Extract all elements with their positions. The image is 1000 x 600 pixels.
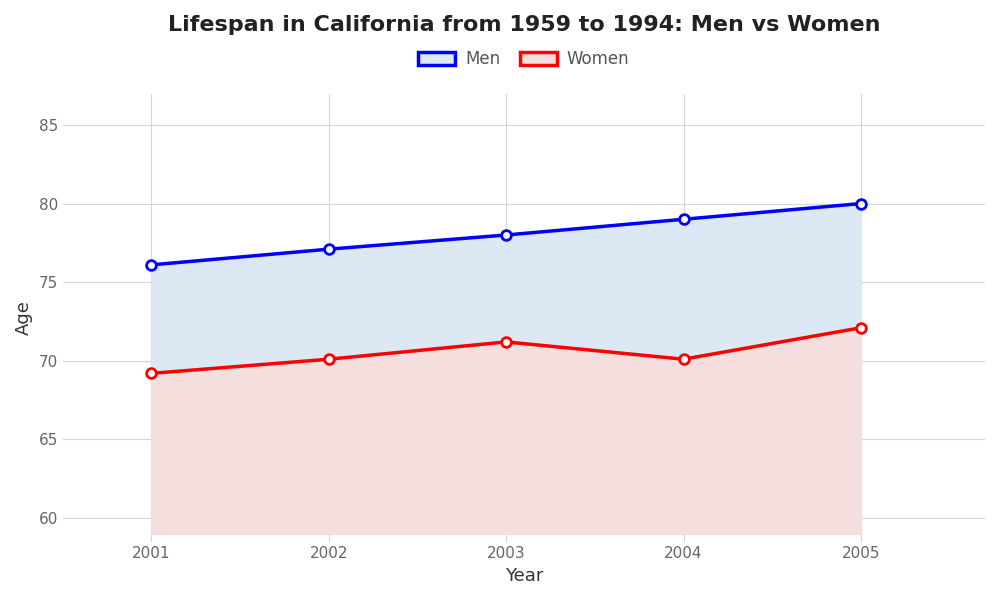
Title: Lifespan in California from 1959 to 1994: Men vs Women: Lifespan in California from 1959 to 1994… — [168, 15, 880, 35]
Y-axis label: Age: Age — [15, 300, 33, 335]
Legend: Men, Women: Men, Women — [412, 44, 636, 75]
X-axis label: Year: Year — [505, 567, 543, 585]
